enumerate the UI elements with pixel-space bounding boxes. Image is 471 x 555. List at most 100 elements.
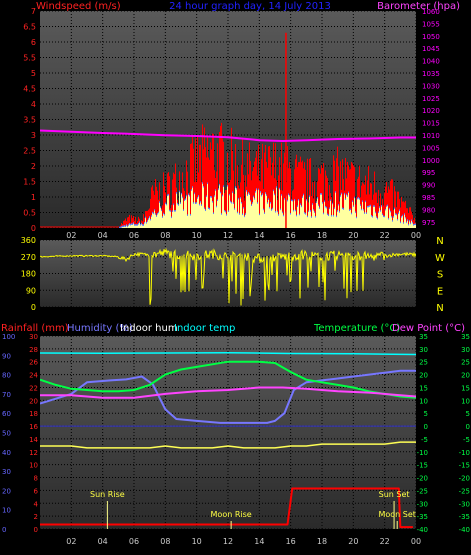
wind-avg-point <box>227 185 228 187</box>
windspeed-tick-label: 5 <box>31 69 36 78</box>
rain-tick-label: 30 <box>29 333 38 341</box>
temp-x-tick-label: 08 <box>160 537 170 546</box>
wind-avg-point <box>396 213 397 216</box>
wind-avg-point <box>206 195 207 198</box>
dewpoint-tick-label: 0 <box>466 423 470 431</box>
rain-tick-label: 2 <box>34 513 38 521</box>
rain-tick-label: 20 <box>29 397 38 405</box>
wind-avg-point <box>239 213 240 215</box>
wind-avg-point <box>328 214 329 217</box>
temperature-tick-label: 20 <box>419 372 428 380</box>
wind-avg-point <box>154 209 155 211</box>
wind-avg-point <box>134 224 135 226</box>
wind-avg-point <box>388 218 389 220</box>
wind-avg-point <box>218 188 219 190</box>
rain-tick-label: 16 <box>29 423 38 431</box>
wind-avg-point <box>386 205 387 208</box>
wind-avg-point <box>392 220 393 222</box>
wind-avg-point <box>177 202 178 205</box>
wind-avg-point <box>214 195 215 197</box>
windspeed-tick-label: 0.5 <box>23 209 36 218</box>
wind-avg-point <box>353 205 354 207</box>
wind-avg-point <box>375 211 376 214</box>
wind-avg-point <box>380 210 381 212</box>
wind-avg-point <box>156 215 157 217</box>
wind-avg-point <box>243 206 244 209</box>
wind-avg-point <box>371 215 372 217</box>
wind-avg-point <box>310 210 311 212</box>
wind-avg-point <box>415 223 416 226</box>
wind-avg-point <box>246 190 247 192</box>
indoor-temp-line <box>40 351 416 356</box>
wind-avg-point <box>235 186 236 188</box>
wind-avg-point <box>278 214 279 216</box>
wind-avg-point <box>216 205 217 208</box>
wind-avg-point <box>354 196 355 199</box>
wind-avg-point <box>146 222 147 224</box>
wind-avg-point <box>297 205 298 208</box>
temperature-tick-label: 0 <box>424 423 428 431</box>
wind-avg-point <box>306 198 307 201</box>
dewpoint-tick-label: -10 <box>459 449 470 457</box>
wind-avg-point <box>402 214 403 217</box>
wind-avg-point <box>137 224 138 226</box>
rain-tick-label: 8 <box>34 475 38 483</box>
wind-avg-point <box>333 215 334 217</box>
dewpoint-tick-label: 35 <box>461 333 470 341</box>
wind-avg-point <box>197 197 198 199</box>
wind-avg-point <box>174 210 175 212</box>
wind-avg-point <box>256 188 257 190</box>
wind-avg-point <box>205 209 206 212</box>
rain-tick-label: 28 <box>29 346 38 354</box>
wind-avg-point <box>298 198 299 201</box>
rain-tick-label: 10 <box>29 462 38 470</box>
wind-avg-point <box>172 210 173 213</box>
wind-avg-point <box>374 205 375 207</box>
direction-tick-label: 360 <box>21 236 36 245</box>
humidity-tick-label: 30 <box>2 468 11 476</box>
wind-avg-point <box>238 197 239 200</box>
wind-avg-point <box>208 207 209 209</box>
wind-avg-point <box>126 224 127 226</box>
rain-tick-label: 26 <box>29 359 38 367</box>
indoor-hum-line <box>40 441 416 449</box>
wind-avg-point <box>236 188 237 190</box>
wind-avg-point <box>125 225 126 228</box>
temp-x-tick-label: 12 <box>223 537 233 546</box>
wind-avg-point <box>361 208 362 211</box>
temperature-tick-label: -40 <box>417 526 428 534</box>
temp-x-tick-label: 22 <box>380 537 390 546</box>
wind-avg-point <box>211 196 212 198</box>
wind-avg-point <box>358 197 359 199</box>
wind-avg-point <box>349 209 350 211</box>
barometer-tick-label: 1040 <box>422 58 440 66</box>
wind-avg-point <box>319 207 320 209</box>
wind-avg-point <box>344 192 345 195</box>
wind-avg-point <box>233 202 234 204</box>
wind-avg-point <box>398 212 399 215</box>
wind-avg-point <box>329 207 330 210</box>
direction-line <box>40 247 416 306</box>
barometer-tick-label: 975 <box>422 219 435 227</box>
humidity-tick-label: 60 <box>2 410 11 418</box>
wind-avg-point <box>138 222 139 225</box>
wind-avg-point <box>363 209 364 211</box>
wind-avg-point <box>305 213 306 215</box>
windspeed-tick-label: 3 <box>31 131 36 140</box>
barometer-axis-label: Barometer (hpa) <box>377 1 460 12</box>
temperature-line <box>40 360 416 399</box>
wind-avg-point <box>160 206 161 208</box>
sun-event-label: Sun Rise <box>90 490 125 499</box>
legend-indoor-hum: Indoor hum <box>120 323 178 334</box>
wind-avg-point <box>369 205 370 207</box>
barometer-tick-label: 1005 <box>422 144 440 152</box>
wind-avg-point <box>381 205 382 207</box>
wind-avg-point <box>268 198 269 200</box>
wind-avg-point <box>359 198 360 200</box>
wind-avg-point <box>312 203 313 205</box>
wind-series-layer <box>40 32 416 228</box>
wind-avg-point <box>383 215 384 218</box>
barometer-line <box>40 129 416 143</box>
humidity-tick-label: 10 <box>2 507 11 515</box>
wind-avg-point <box>217 199 218 201</box>
